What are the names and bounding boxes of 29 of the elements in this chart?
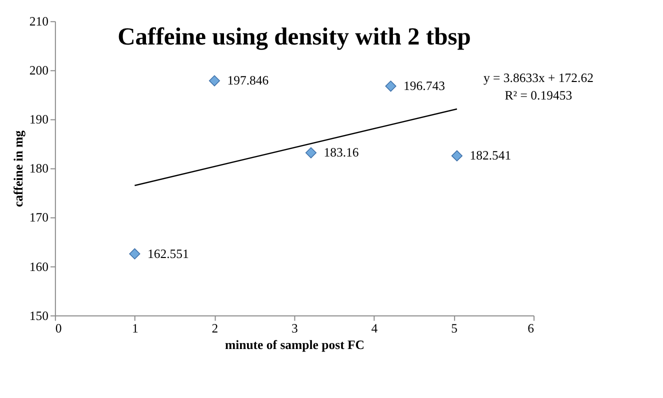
point — [208, 75, 220, 86]
x-tick-label: 3 — [292, 322, 298, 336]
chart-title: Caffeine using density with 2 tbsp — [118, 24, 471, 51]
point — [385, 80, 396, 92]
y-tick-label: 190 — [29, 112, 49, 127]
y-tick-label: 200 — [29, 64, 49, 78]
point — [451, 150, 462, 162]
x-tick-label: 0 — [55, 322, 62, 336]
x-tick-label: 4 — [371, 322, 378, 336]
y-tick-label: 170 — [29, 210, 49, 225]
y-axis-title: caffeine in mg — [12, 130, 26, 208]
x-tick-label: 1 — [132, 322, 138, 336]
point — [129, 248, 140, 260]
x-tick-label: 2 — [212, 322, 218, 336]
y-tick-label: 150 — [29, 308, 49, 323]
data-label: 197.846 — [227, 74, 269, 88]
annotation: y = 3.8633x + 172.62 — [483, 70, 594, 85]
x-tick-label: 5 — [451, 322, 458, 336]
data-label: 182.541 — [470, 148, 512, 163]
annotation: R² = 0.19453 — [504, 88, 572, 103]
x-tick-label: 6 — [528, 322, 534, 336]
data-label: 196.743 — [404, 79, 445, 94]
point — [305, 147, 317, 158]
y-tick-label: 210 — [29, 14, 49, 29]
x-axis-title: minute of sample post FC — [224, 338, 364, 352]
data-label: 183.16 — [324, 146, 359, 160]
data-label: 162.551 — [147, 246, 189, 261]
y-tick-label: 160 — [29, 260, 49, 274]
y-tick-label: 180 — [29, 162, 49, 176]
